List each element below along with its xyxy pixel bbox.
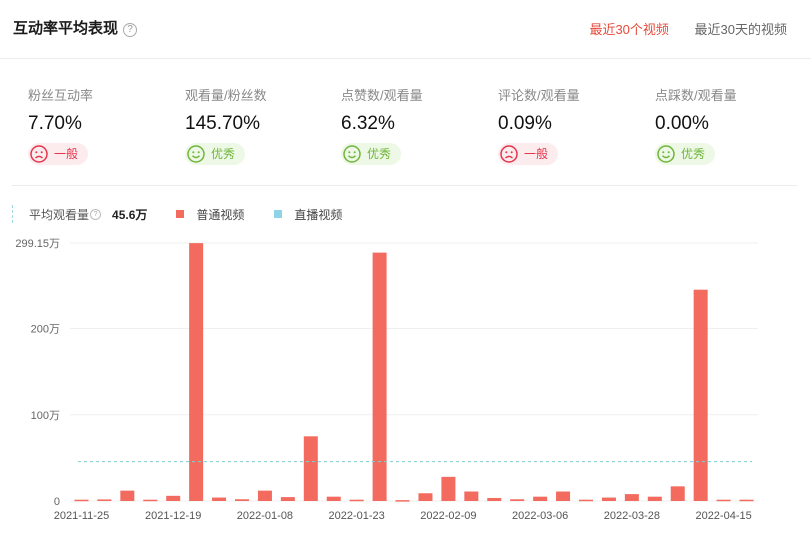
- bar: [487, 497, 502, 501]
- bar: [372, 252, 387, 501]
- bar: [647, 496, 662, 501]
- question-circle-icon[interactable]: ?: [90, 208, 102, 220]
- x-tick-label: 2022-01-23: [329, 510, 385, 522]
- bar: [510, 499, 525, 501]
- metric-label: 观看量/粉丝数: [185, 88, 267, 103]
- bar: [349, 499, 364, 502]
- metric-value: 6.32%: [341, 113, 395, 134]
- status-text: 一般: [54, 147, 79, 161]
- x-tick-label: 2021-12-19: [145, 510, 201, 522]
- status-badge: 优秀: [341, 143, 402, 165]
- smile-face-icon: [343, 145, 361, 163]
- x-tick-label: 2021-11-25: [54, 510, 109, 522]
- bar: [235, 499, 249, 501]
- metric-value: 145.70%: [185, 113, 261, 134]
- status-text: 优秀: [367, 147, 392, 161]
- bar: [326, 496, 341, 501]
- average-value: 45.6万: [112, 207, 148, 222]
- average-label: 平均观看量: [29, 207, 90, 222]
- metric-label: 评论数/观看量: [498, 88, 580, 103]
- status-badge: 优秀: [655, 143, 716, 165]
- page-title: 互动率平均表现?: [13, 17, 138, 38]
- smile-face-icon: [657, 145, 675, 163]
- legend-label: 普通视频: [196, 207, 245, 222]
- bar: [716, 499, 731, 502]
- legend-item-live-video[interactable]: 直播视频: [274, 206, 342, 223]
- bar: [441, 476, 456, 501]
- page-title-text: 互动率平均表现: [13, 20, 119, 37]
- bar: [670, 486, 685, 501]
- status-badge: 一般: [498, 143, 559, 165]
- legend-swatch: [274, 210, 283, 218]
- bar: [739, 499, 754, 502]
- bar: [280, 497, 295, 501]
- status-badge: 优秀: [185, 143, 246, 165]
- bar: [189, 243, 204, 501]
- y-tick-label: 0: [54, 496, 60, 508]
- status-text: 优秀: [211, 147, 236, 161]
- metric-value: 0.09%: [498, 113, 552, 134]
- legend-item-normal-video[interactable]: 普通视频: [176, 206, 244, 223]
- bar: [257, 490, 272, 501]
- sad-face-icon: [500, 145, 518, 163]
- legend-swatch: [176, 210, 185, 218]
- x-tick-label: 2022-03-28: [604, 510, 660, 522]
- metric-label: 点赞数/观看量: [341, 88, 423, 103]
- bar: [166, 495, 181, 501]
- bar: [464, 491, 479, 501]
- metric-label: 粉丝互动率: [28, 88, 94, 103]
- sad-face-icon: [30, 145, 48, 163]
- panel-header: 互动率平均表现? 最近30个视频 最近30天的视频: [0, 0, 811, 59]
- metric-value: 7.70%: [28, 113, 82, 134]
- y-tick-label: 299.15万: [15, 238, 60, 250]
- bar: [556, 491, 571, 501]
- metrics-row: 粉丝互动率 7.70% 一般 观看量/粉丝数 145.70% 优秀 点赞数/观看…: [0, 59, 811, 185]
- chart-legend: 平均观看量? 45.6万 普通视频 直播视频: [12, 205, 342, 223]
- tab-last-30-videos[interactable]: 最近30个视频: [589, 22, 669, 37]
- bar: [212, 497, 227, 501]
- bar: [395, 500, 410, 502]
- period-tabs: 最近30个视频 最近30天的视频: [567, 19, 787, 38]
- bar: [533, 496, 548, 501]
- question-circle-icon[interactable]: ?: [123, 23, 138, 37]
- smile-face-icon: [187, 145, 205, 163]
- status-badge: 一般: [28, 143, 89, 165]
- average-marker: [12, 205, 13, 223]
- views-bar-chart: 0 100万 200万 299.15万 2021-11-25 2021-12-19 2022…: [15, 238, 758, 522]
- bar: [579, 499, 593, 502]
- legend-label: 直播视频: [294, 207, 343, 222]
- status-text: 一般: [524, 147, 549, 161]
- x-tick-label: 2022-01-08: [237, 510, 293, 522]
- bar: [120, 490, 135, 501]
- tab-last-30-days[interactable]: 最近30天的视频: [694, 22, 787, 37]
- x-tick-label: 2022-03-06: [512, 510, 568, 522]
- metric-label: 点踩数/观看量: [655, 88, 737, 103]
- x-tick-label: 2022-04-15: [695, 510, 751, 522]
- section-divider: [12, 185, 797, 186]
- bar: [143, 499, 158, 502]
- bar: [624, 494, 639, 501]
- bar: [97, 499, 112, 501]
- metric-value: 0.00%: [655, 113, 709, 134]
- bar: [601, 497, 616, 501]
- y-tick-label: 200万: [31, 324, 60, 336]
- x-tick-label: 2022-02-09: [420, 510, 476, 522]
- bar: [74, 499, 89, 502]
- y-tick-label: 100万: [31, 410, 60, 422]
- bar: [418, 493, 433, 501]
- status-text: 优秀: [681, 147, 706, 161]
- bar: [303, 436, 318, 501]
- bar: [693, 289, 708, 501]
